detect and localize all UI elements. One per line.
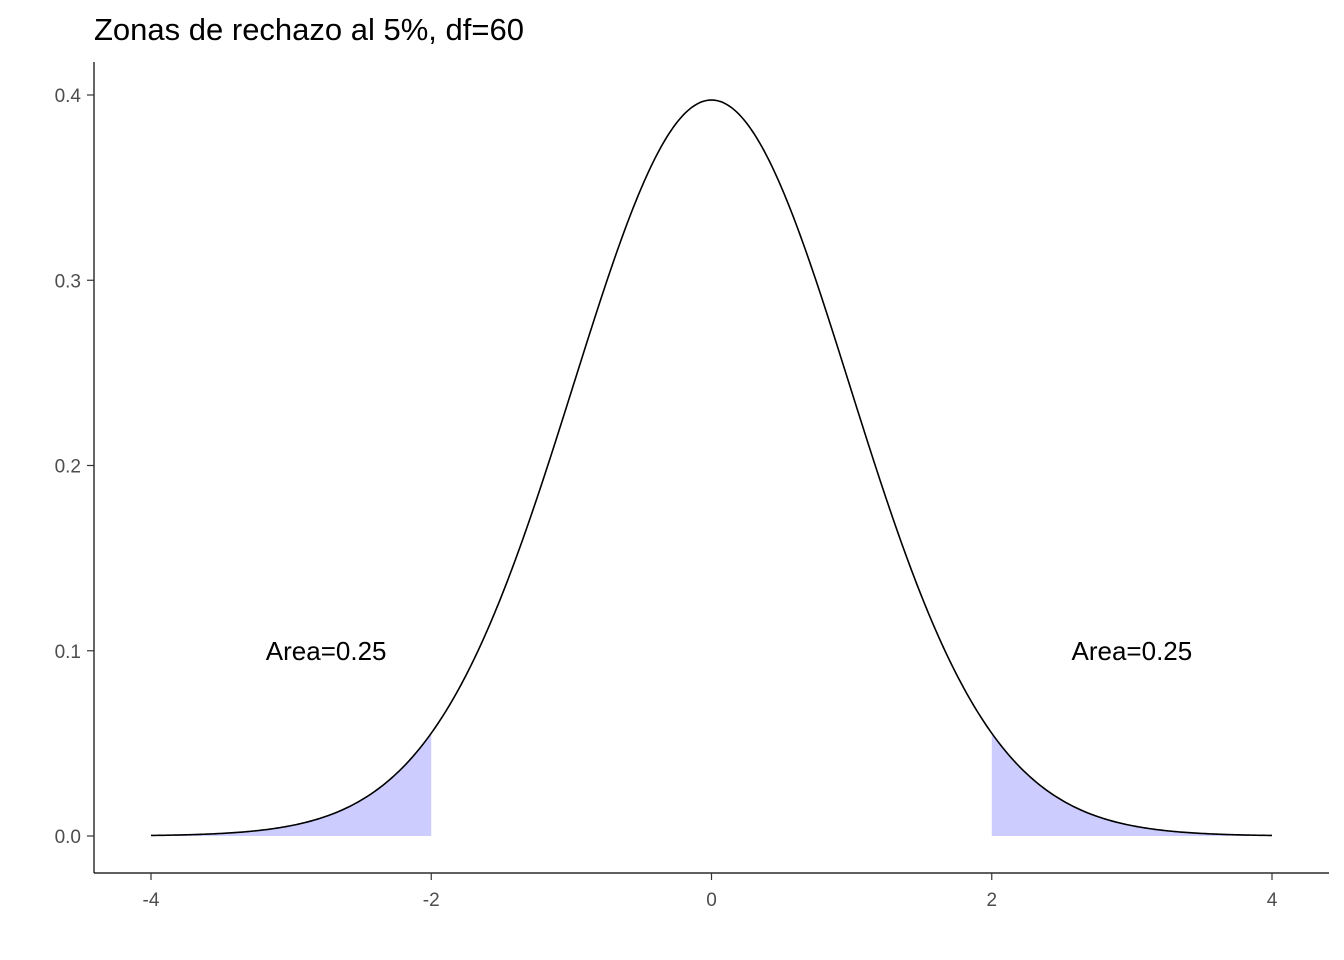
- y-tick-label: 0.2: [55, 457, 81, 478]
- annotations: Area=0.25 Area=0.25: [266, 636, 1192, 666]
- tick-marks: -4 -2 0 2 4 0.0 0.1 0.2 0.3 0.4: [55, 86, 1278, 911]
- density-curve: [150, 99, 1273, 837]
- density-curve-layer: [150, 99, 1273, 837]
- x-tick-label: 0: [706, 890, 717, 911]
- area-annotation-right: Area=0.25: [1072, 636, 1193, 666]
- axes: [93, 62, 1329, 874]
- y-tick-label: 0.4: [55, 86, 82, 107]
- rejection-region-2: [991, 733, 1272, 836]
- y-tick-label: 0.3: [55, 271, 81, 292]
- y-tick-label: 0.0: [55, 827, 81, 848]
- x-tick-label: 4: [1267, 890, 1278, 911]
- rejection-regions: [151, 733, 1272, 836]
- chart-title: Zonas de rechazo al 5%, df=60: [94, 12, 524, 47]
- x-tick-label: -4: [143, 890, 160, 911]
- x-tick-label: -2: [423, 890, 440, 911]
- rejection-region-1: [151, 733, 432, 836]
- x-tick-label: 2: [986, 890, 997, 911]
- y-tick-label: 0.1: [55, 642, 81, 663]
- area-annotation-left: Area=0.25: [266, 636, 387, 666]
